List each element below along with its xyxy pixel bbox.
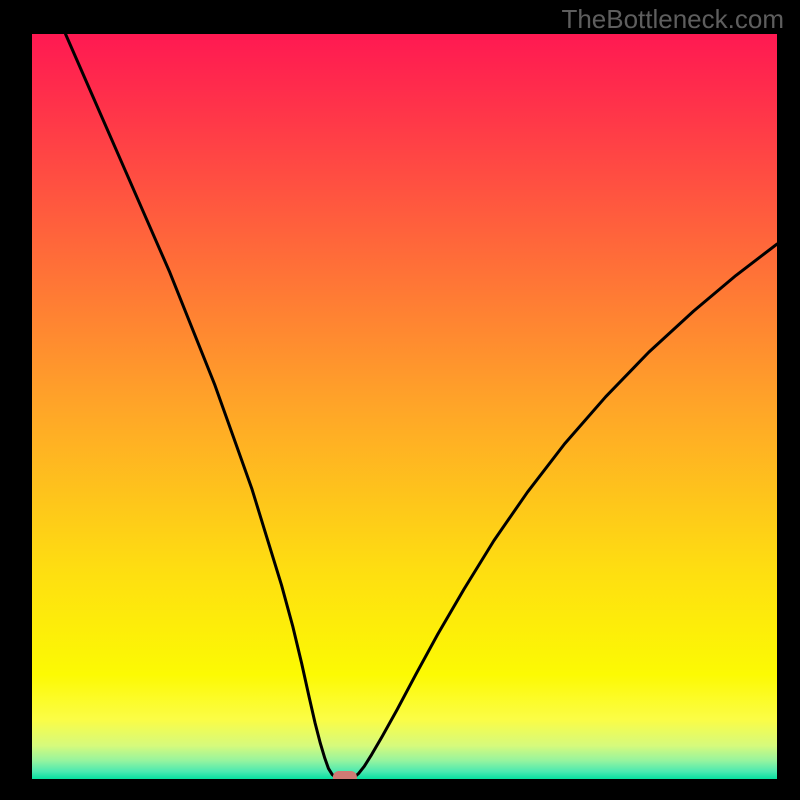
curve-left-branch [66, 34, 336, 778]
watermark-text: TheBottleneck.com [561, 4, 784, 35]
plot-area [32, 34, 777, 779]
min-marker [333, 771, 357, 779]
curve-right-branch [354, 244, 777, 777]
curve-layer [32, 34, 777, 779]
chart-frame: TheBottleneck.com [0, 0, 800, 800]
